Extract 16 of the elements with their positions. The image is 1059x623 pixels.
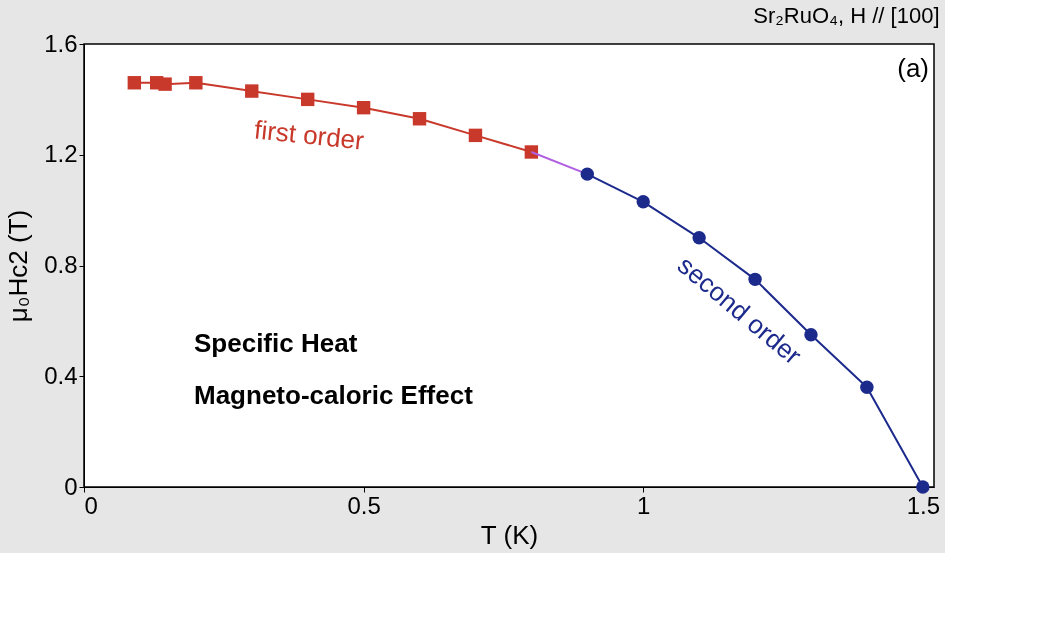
- x-tick-label: 1: [637, 491, 651, 519]
- y-tick-label: 0.4: [44, 361, 78, 389]
- x-tick-label: 0: [84, 491, 98, 519]
- y-tick-label: 1.6: [44, 29, 78, 57]
- y-tick-label: 0.8: [44, 251, 78, 278]
- x-tick-label: 0.5: [347, 491, 381, 519]
- y-axis-title: μ₀Hc2 (T): [3, 209, 34, 323]
- chart-title: Sr₂RuO₄, H // [100]: [753, 3, 940, 28]
- x-axis-title: T (K): [480, 519, 539, 550]
- annotation: Magneto-caloric Effect: [194, 380, 474, 410]
- annotation: (a): [897, 53, 929, 83]
- y-tick-label: 1.2: [44, 140, 78, 168]
- x-tick-label: 1.5: [906, 491, 940, 519]
- annotation: Specific Heat: [194, 328, 358, 358]
- annotation: first order: [252, 114, 366, 156]
- y-tick-label: 0: [64, 472, 78, 500]
